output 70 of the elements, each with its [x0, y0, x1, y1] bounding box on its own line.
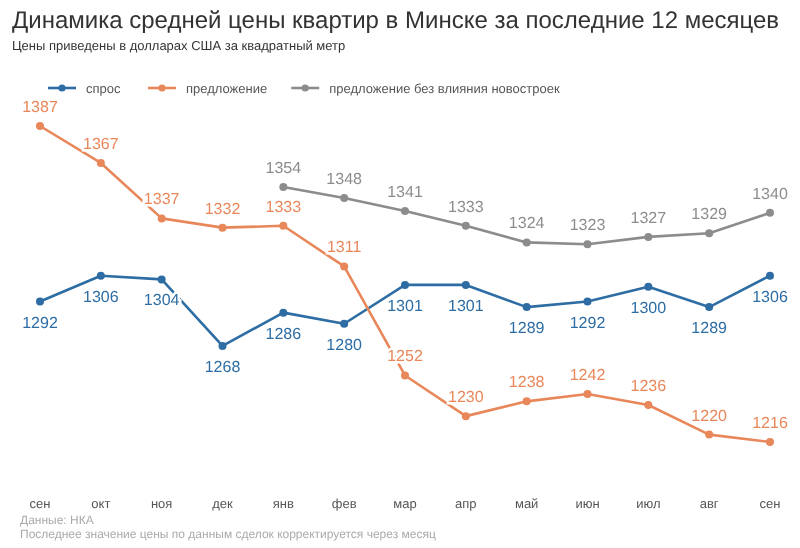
point — [279, 182, 288, 191]
point — [583, 297, 592, 306]
data-label: 1300 — [630, 298, 668, 317]
data-label: 1333 — [448, 197, 485, 216]
point — [401, 371, 409, 380]
data-label: 1367 — [83, 134, 120, 153]
data-label: 1332 — [204, 199, 242, 218]
data-label: 1242 — [569, 365, 607, 384]
data-label: 1238 — [508, 373, 546, 392]
point — [522, 303, 531, 312]
point — [157, 214, 166, 223]
data-label: 1301 — [448, 296, 485, 315]
point — [36, 297, 44, 306]
data-label: 1324 — [508, 214, 546, 233]
data-label: 1348 — [326, 170, 364, 189]
point — [340, 194, 349, 203]
point — [218, 341, 227, 350]
data-label: 1333 — [265, 197, 303, 216]
data-label: 1289 — [508, 319, 546, 338]
data-label: 1220 — [691, 406, 729, 425]
data-label: 1292 — [569, 313, 607, 332]
point — [96, 271, 105, 280]
data-label: 1286 — [265, 324, 303, 343]
point — [401, 207, 409, 216]
data-label: 1323 — [569, 216, 607, 235]
data-label: 1280 — [326, 335, 364, 354]
point — [401, 280, 409, 289]
data-label: 1268 — [204, 357, 242, 376]
data-label: 1341 — [387, 183, 424, 202]
point — [705, 229, 714, 238]
point — [583, 389, 592, 398]
data-label: 1329 — [691, 205, 729, 224]
data-label: 1337 — [143, 190, 181, 209]
data-label: 1216 — [752, 414, 789, 432]
data-label: 1236 — [630, 377, 668, 396]
data-label: 1327 — [630, 208, 668, 227]
point — [461, 412, 470, 421]
data-label: 1301 — [387, 296, 424, 315]
data-label: 1230 — [448, 388, 485, 407]
point — [340, 319, 349, 328]
point — [644, 401, 653, 410]
point — [461, 221, 470, 230]
point — [766, 271, 774, 280]
point — [705, 303, 714, 312]
point — [36, 122, 44, 130]
point — [96, 158, 105, 167]
point — [522, 238, 531, 247]
data-label: 1306 — [83, 287, 120, 306]
point — [583, 240, 592, 249]
point — [461, 280, 470, 289]
point — [279, 221, 288, 230]
point — [644, 232, 653, 241]
chart-title: Динамика средней цены квартир в Минске за последние 12 месяцев — [12, 6, 780, 34]
data-label: 1311 — [326, 238, 363, 257]
data-label: 1306 — [752, 287, 789, 306]
point — [705, 430, 714, 439]
data-label: 1354 — [265, 158, 303, 177]
point — [644, 282, 653, 291]
point — [340, 262, 349, 271]
point — [522, 397, 531, 406]
point — [766, 208, 774, 217]
data-label: 1304 — [143, 291, 181, 310]
point — [218, 223, 227, 232]
data-label: 1289 — [691, 319, 729, 338]
data-label: 1292 — [22, 313, 59, 332]
data-label: 1387 — [22, 98, 59, 116]
data-label: 1340 — [752, 184, 789, 203]
point — [157, 275, 166, 284]
point — [279, 308, 288, 317]
point — [766, 438, 774, 446]
